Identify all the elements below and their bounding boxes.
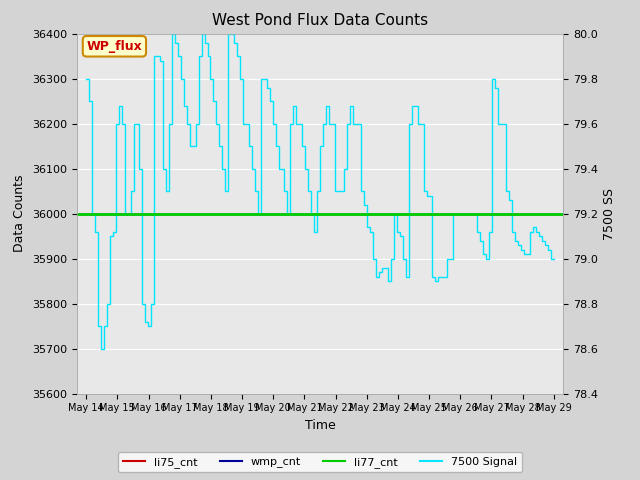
Title: West Pond Flux Data Counts: West Pond Flux Data Counts <box>212 13 428 28</box>
Legend: li75_cnt, wmp_cnt, li77_cnt, 7500 Signal: li75_cnt, wmp_cnt, li77_cnt, 7500 Signal <box>118 452 522 472</box>
Y-axis label: 7500 SS: 7500 SS <box>604 188 616 240</box>
X-axis label: Time: Time <box>305 419 335 432</box>
Text: WP_flux: WP_flux <box>86 40 142 53</box>
Y-axis label: Data Counts: Data Counts <box>13 175 26 252</box>
